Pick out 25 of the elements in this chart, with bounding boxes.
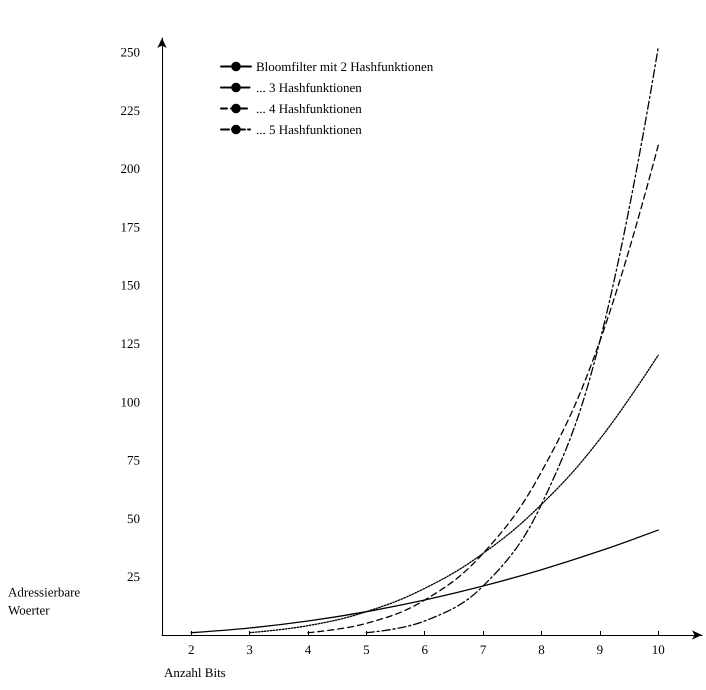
x-tick-label: 7 <box>480 642 487 657</box>
x-tick-label: 4 <box>304 642 312 657</box>
x-tick-label: 8 <box>538 642 545 657</box>
y-tick-label: 200 <box>120 161 140 176</box>
y-tick-label: 175 <box>120 219 140 234</box>
y-axis-title: Adressierbare Woerter <box>8 584 80 618</box>
x-tick-label: 2 <box>188 642 194 657</box>
x-tick-label: 10 <box>652 642 665 657</box>
y-tick-label: 125 <box>120 336 140 351</box>
legend-label: ... 3 Hashfunktionen <box>256 80 362 95</box>
y-tick-label: 50 <box>127 510 140 526</box>
legend-label: Bloomfilter mit 2 Hashfunktionen <box>256 59 434 74</box>
x-tick-label: 3 <box>246 642 253 657</box>
y-tick-label: 225 <box>120 102 140 118</box>
x-axis-title: Anzahl Bits <box>164 665 226 680</box>
y-tick-label: 250 <box>120 44 140 60</box>
legend-label: ... 5 Hashfunktionen <box>256 122 362 137</box>
y-tick-label: 150 <box>120 278 140 293</box>
x-tick-label: 9 <box>596 642 604 657</box>
x-tick-label: 6 <box>421 642 428 657</box>
y-tick-label: 100 <box>120 394 140 410</box>
y-tick-label: 25 <box>127 569 140 584</box>
x-tick-label: 5 <box>363 642 370 657</box>
legend-label: ... 4 Hashfunktionen <box>256 101 362 116</box>
y-tick-label: 75 <box>127 452 140 468</box>
